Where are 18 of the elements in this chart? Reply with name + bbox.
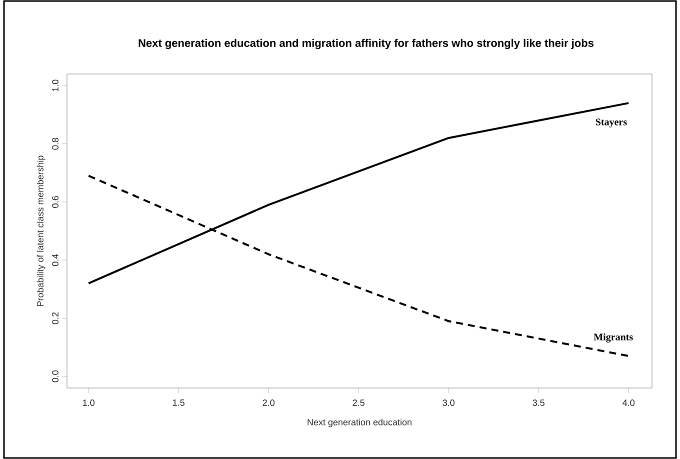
x-axis-title: Next generation education — [308, 418, 412, 428]
y-tick-label: 0.0 — [52, 370, 58, 382]
series-label: Stayers — [596, 118, 627, 128]
chart-title: Next generation education and migration affinity for fathers who strongly like their jobs — [138, 38, 594, 50]
x-tick-label: 4.0 — [622, 400, 635, 406]
y-tick-label: 0.2 — [52, 312, 58, 324]
x-tick-label: 2.5 — [352, 400, 364, 406]
y-axis-title: Probability of latent class membership — [36, 156, 46, 306]
x-tick-label: 3.0 — [442, 400, 455, 406]
x-tick-label: 2.0 — [262, 400, 275, 406]
y-tick-label: 1.0 — [52, 80, 58, 92]
y-tick-label: 0.8 — [52, 138, 58, 150]
series-label: Migrants — [594, 333, 633, 342]
y-tick-label: 0.4 — [52, 254, 58, 266]
x-tick-label: 1.5 — [173, 400, 184, 406]
x-tick-label: 1.0 — [83, 400, 95, 406]
x-tick-label: 3.5 — [532, 400, 544, 406]
y-tick-label: 0.6 — [52, 196, 58, 208]
